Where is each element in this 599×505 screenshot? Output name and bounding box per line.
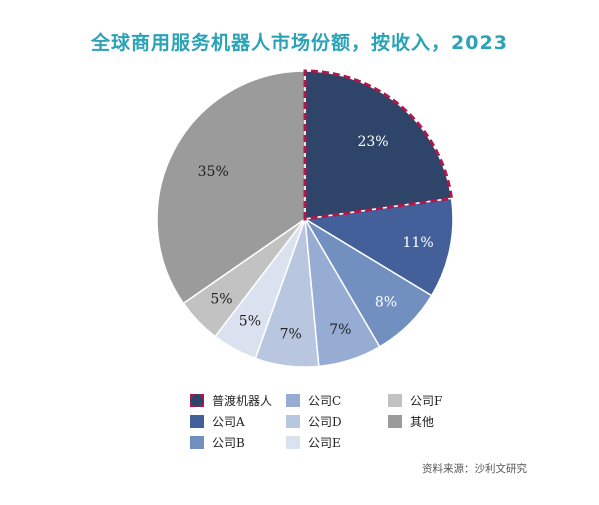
legend-item-5: 公司D: [286, 413, 342, 429]
legend-swatch-7: [388, 393, 402, 407]
slice-label-2: 11%: [403, 235, 434, 251]
legend-swatch-6: [286, 435, 300, 449]
highlight-outline: [303, 69, 454, 221]
legend-item-2: 公司A: [190, 413, 245, 429]
legend: 普渡机器人公司A 公司B 公司C 公司D 公司E 公司F 其他: [190, 392, 490, 452]
legend-item-8: 其他: [388, 413, 434, 429]
legend-label-6: 公司E: [308, 435, 341, 450]
slice-label-1: 23%: [357, 134, 388, 150]
chart-title: 全球商用服务机器人市场份额，按收入，2023: [91, 32, 508, 54]
legend-label-4: 公司C: [308, 393, 342, 408]
source-note: 资料来源：沙利文研究: [422, 463, 527, 475]
slice-label-8: 35%: [198, 164, 229, 180]
pie-slice-8: [156, 70, 306, 305]
legend-item-1: 普渡机器人: [190, 392, 272, 408]
legend-label-5: 公司D: [308, 414, 342, 429]
legend-swatch-4: [286, 393, 300, 407]
legend-item-6: 公司E: [286, 434, 341, 450]
legend-label-7: 公司F: [410, 393, 443, 408]
legend-label-8: 其他: [410, 414, 435, 429]
legend-item-3: 公司B: [190, 434, 245, 450]
slice-label-4: 7%: [329, 322, 351, 338]
legend-item-7: 公司F: [388, 392, 442, 408]
legend-swatch-3: [190, 435, 204, 449]
legend-swatch-1: [190, 393, 204, 407]
slice-label-5: 7%: [280, 327, 302, 343]
legend-item-4: 公司C: [286, 392, 341, 408]
slice-label-7: 5%: [210, 292, 232, 308]
slice-label-3: 8%: [375, 294, 397, 310]
legend-label-1: 普渡机器人: [212, 393, 273, 408]
legend-swatch-5: [286, 414, 300, 428]
slice-label-6: 5%: [239, 313, 261, 329]
legend-label-3: 公司B: [212, 435, 245, 450]
legend-swatch-2: [190, 414, 204, 428]
legend-label-2: 公司A: [212, 414, 245, 429]
pie-slice-2: [302, 197, 454, 297]
legend-swatch-8: [388, 414, 402, 428]
